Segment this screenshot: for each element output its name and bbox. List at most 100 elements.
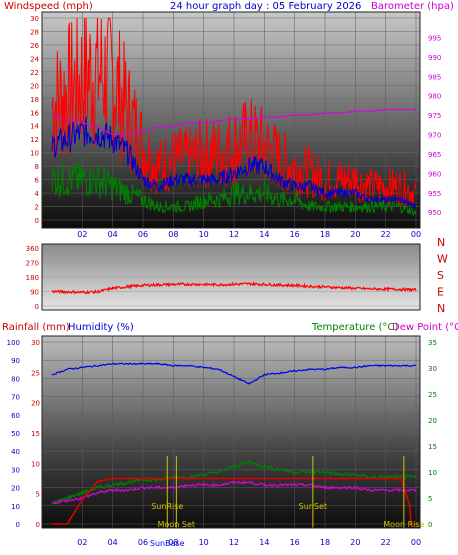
barometer-tick-label: 990 — [428, 54, 441, 62]
humidity-tick-label: 100 — [7, 339, 20, 347]
barometer-axis-ticks: 950 955 960 965 970 975 980 985 990 995 — [428, 34, 441, 217]
compass-label: E — [437, 286, 444, 299]
windspeed-tick-label: 18 — [30, 96, 39, 104]
climate-x-tick-label: 12 — [229, 538, 239, 547]
windspeed-tick-label: 4 — [35, 190, 40, 198]
humidity-tick-label: 80 — [11, 375, 20, 383]
humidity-tick-label: 90 — [11, 357, 20, 365]
humidity-line — [51, 362, 417, 385]
climate-panel-frame — [41, 335, 421, 529]
compass-label: N — [437, 236, 445, 249]
climate-x-tick-label: 18 — [320, 538, 330, 547]
direction-tick-label: 270 — [26, 260, 39, 268]
humidity-tick-label: 0 — [16, 521, 20, 529]
rainfall-tick-label: 30 — [31, 339, 40, 347]
humidity-tick-label: 50 — [11, 430, 20, 438]
windspeed-tick-label: 0 — [35, 217, 39, 225]
humidity-axis-ticks: 0 10 20 30 40 50 60 70 80 90 100 — [7, 339, 20, 529]
temperature-tick-label: 0 — [428, 521, 432, 529]
low-wind-line — [51, 161, 417, 218]
rainfall-tick-label: 20 — [31, 400, 40, 408]
event-label: SunBase — [150, 539, 185, 548]
windspeed-tick-label: 12 — [30, 136, 39, 144]
temperature-tick-label: 15 — [428, 443, 437, 451]
temperature-label: Temperature (°C) — [311, 322, 398, 333]
climate-x-tick-label: 06 — [138, 538, 148, 547]
dewpoint-line — [51, 479, 417, 505]
wind-panel-grid — [42, 12, 420, 228]
barometer-label: Barometer (hpa) — [371, 1, 454, 12]
direction-tick-label: 360 — [26, 245, 39, 253]
windspeed-tick-label: 22 — [30, 69, 39, 77]
windspeed-label: Windspeed (mph) — [4, 1, 93, 12]
temperature-tick-label: 25 — [428, 391, 437, 399]
rainfall-tick-label: 10 — [31, 460, 40, 468]
rainfall-tick-label: 15 — [31, 430, 40, 438]
climate-x-tick-label: 08 — [168, 538, 178, 547]
wind-x-tick-label: 04 — [108, 230, 118, 239]
wind-x-tick-label: 20 — [350, 230, 360, 239]
climate-x-tick-label: 04 — [108, 538, 118, 547]
compass-label: N — [437, 302, 445, 315]
wind-x-tick-label: 14 — [259, 230, 269, 239]
barometer-tick-label: 965 — [428, 151, 441, 159]
climate-series — [51, 362, 417, 525]
temperature-tick-label: 35 — [428, 339, 437, 347]
wind-x-tick-label: 02 — [77, 230, 87, 239]
climate-x-tick-label: 00 — [411, 538, 421, 547]
wind-x-tick-label: 12 — [229, 230, 239, 239]
rainfall-tick-label: 25 — [31, 369, 40, 377]
humidity-label: Humidity (%) — [68, 322, 134, 333]
barometer-tick-label: 955 — [428, 190, 441, 198]
climate-x-tick-label: 20 — [350, 538, 360, 547]
wind-x-tick-label: 16 — [290, 230, 300, 239]
climate-panel-background — [42, 336, 420, 528]
temperature-tick-label: 10 — [428, 469, 437, 477]
climate-x-tick-label: 10 — [199, 538, 209, 547]
climate-x-tick-label: 16 — [290, 538, 300, 547]
climate-x-axis-ticks: 02 04 06 08 10 12 14 16 18 20 22 00 — [77, 538, 421, 547]
windspeed-tick-label: 30 — [30, 15, 39, 23]
direction-axis-ticks: 0 90 180 270 360 — [26, 245, 39, 311]
climate-x-tick-label: 02 — [77, 538, 87, 547]
wind-x-tick-label: 00 — [411, 230, 421, 239]
temperature-line — [51, 459, 417, 505]
rainfall-tick-label: 0 — [36, 521, 40, 529]
windspeed-tick-label: 10 — [30, 150, 39, 158]
temperature-tick-label: 5 — [428, 495, 432, 503]
event-label: SunRise — [151, 502, 183, 511]
wind-panel-frame — [41, 11, 421, 229]
direction-line — [51, 281, 417, 295]
wind-x-tick-label: 22 — [381, 230, 391, 239]
windspeed-tick-label: 26 — [30, 42, 39, 50]
windspeed-line — [51, 17, 417, 207]
compass-label: W — [437, 253, 448, 266]
temperature-tick-label: 30 — [428, 365, 437, 373]
humidity-tick-label: 10 — [11, 503, 20, 511]
dewpoint-label: Dew Point (°C) — [392, 322, 458, 333]
barometer-tick-label: 975 — [428, 112, 441, 120]
windspeed-tick-label: 24 — [30, 55, 39, 63]
event-label: SunSet — [299, 502, 327, 511]
climate-x-tick-label: 22 — [381, 538, 391, 547]
rainfall-line — [52, 477, 416, 525]
wind-x-tick-label: 18 — [320, 230, 330, 239]
average-wind-line — [51, 116, 417, 210]
humidity-tick-label: 20 — [11, 485, 20, 493]
event-label: Moon Set — [158, 520, 195, 529]
compass-label: S — [437, 269, 444, 282]
rainfall-axis-ticks: 0 5 10 15 20 25 30 — [31, 339, 40, 529]
direction-tick-label: 90 — [30, 289, 39, 297]
direction-tick-label: 180 — [26, 274, 39, 282]
barometer-tick-label: 985 — [428, 73, 441, 81]
rainfall-tick-label: 5 — [36, 491, 40, 499]
barometer-tick-label: 995 — [428, 34, 441, 42]
windspeed-tick-label: 8 — [35, 163, 39, 171]
windspeed-tick-label: 14 — [30, 123, 39, 131]
humidity-tick-label: 70 — [11, 394, 20, 402]
temperature-tick-label: 20 — [428, 417, 437, 425]
direction-panel-grid — [42, 247, 420, 307]
direction-panel-frame — [41, 243, 421, 311]
